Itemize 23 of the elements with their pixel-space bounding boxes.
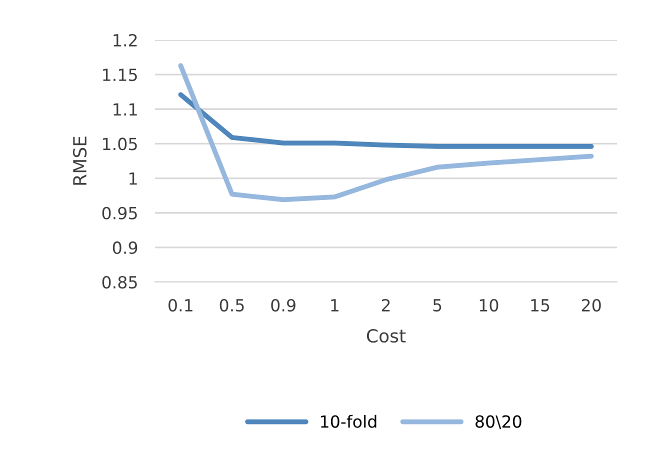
y-tick-label: 0.9 (112, 241, 138, 254)
x-tick-label: 0.1 (168, 298, 192, 312)
x-tick-label: 10 (480, 298, 498, 312)
x-tick-label: 0.5 (220, 298, 244, 312)
y-tick-label: 0.95 (102, 206, 137, 220)
y-tick-label: 1.2 (114, 34, 137, 46)
line-series (178, 92, 594, 149)
y-tick-label: 1.1 (114, 103, 137, 116)
y-tick-label: 1.15 (103, 68, 137, 82)
x-axis-title: Cost (366, 329, 406, 343)
legend-label: 10-fold (321, 414, 376, 428)
line-series (178, 63, 594, 202)
legend-label: 80\20 (476, 415, 522, 430)
x-tick-label: 5 (433, 299, 442, 312)
y-axis-title: RMSE (72, 136, 87, 185)
x-tick-label: 2 (382, 298, 390, 312)
y-tick-label: 0.85 (102, 276, 137, 289)
y-tick-label: 1.05 (103, 138, 137, 150)
x-tick-label: 0.9 (271, 298, 296, 312)
y-tick-label: 1 (130, 172, 137, 185)
x-tick-label: 15 (531, 299, 550, 312)
x-tick-label: 20 (582, 298, 601, 312)
x-tick-label: 1 (331, 299, 338, 312)
